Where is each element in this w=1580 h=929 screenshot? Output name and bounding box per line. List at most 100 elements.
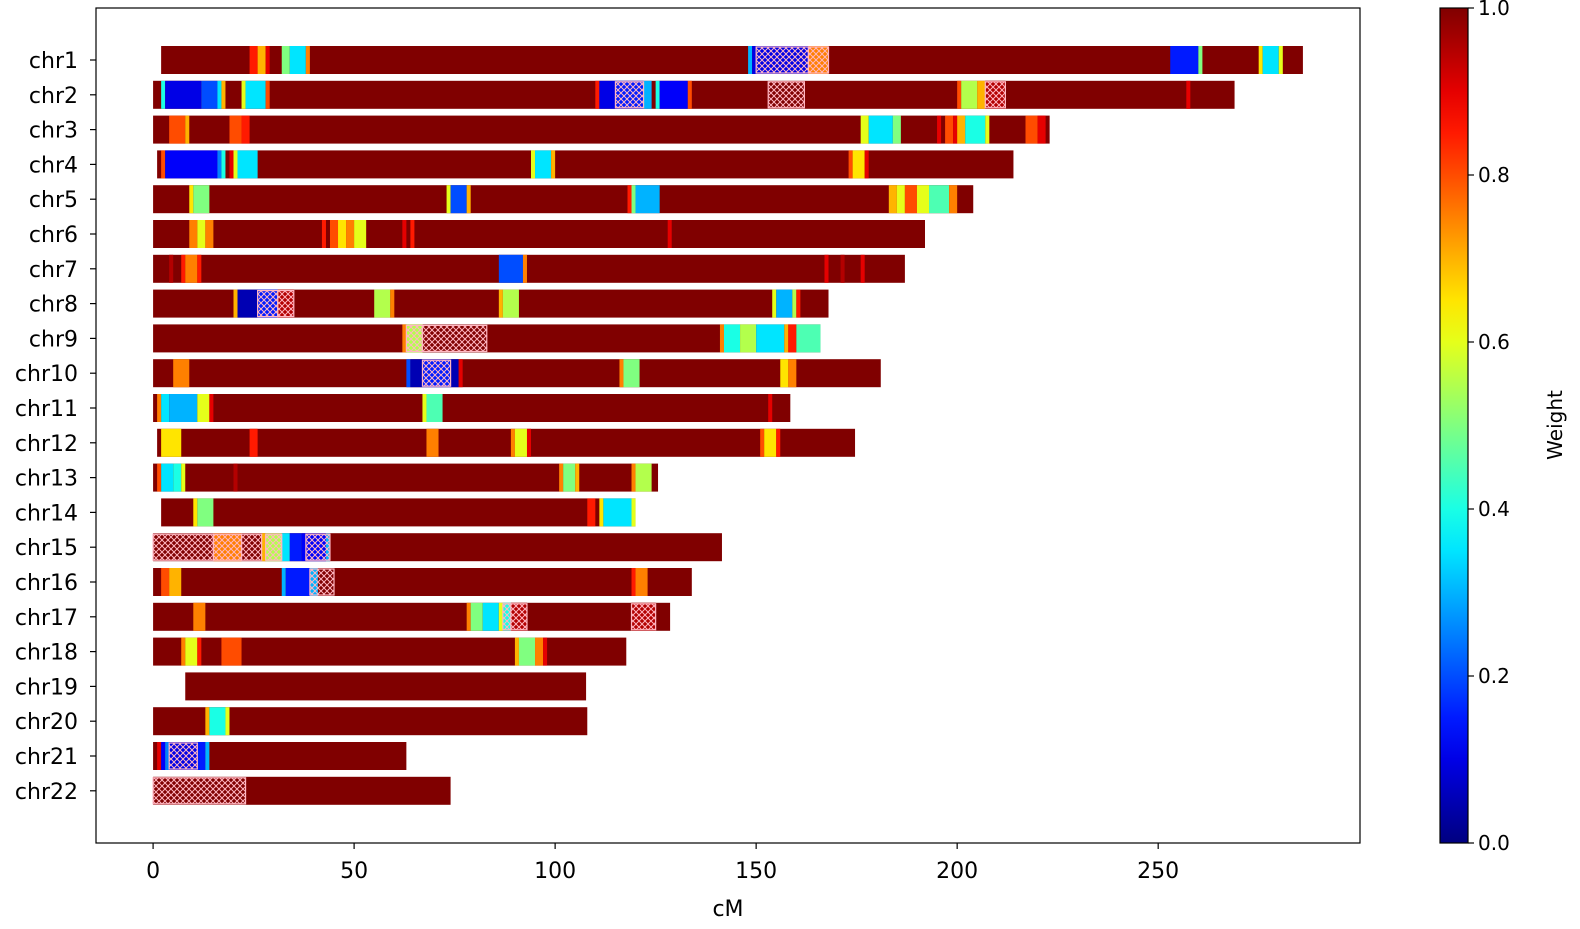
weight-segment	[535, 637, 544, 666]
hatched-region	[212, 533, 243, 561]
y-tick-label: chr13	[15, 467, 78, 492]
weight-segment	[217, 80, 222, 109]
weight-segment	[173, 359, 190, 388]
weight-segment	[241, 80, 246, 109]
weight-segment	[719, 324, 724, 353]
weight-segment	[768, 394, 773, 422]
weight-segment	[169, 254, 174, 283]
chromosome-chr14	[161, 498, 636, 527]
weight-segment	[185, 637, 198, 666]
weight-segment	[193, 185, 210, 214]
colorbar-tick-label: 0.0	[1478, 831, 1510, 855]
weight-segment	[510, 428, 515, 457]
weight-segment	[559, 463, 564, 492]
weight-segment	[551, 150, 556, 179]
weight-segment	[289, 46, 306, 74]
x-tick-label: 50	[340, 859, 368, 884]
weight-segment	[305, 46, 310, 74]
weight-segment	[201, 80, 218, 109]
chromosome-bar	[153, 568, 692, 596]
y-tick-label: chr4	[29, 153, 78, 178]
y-tick-label: chr10	[15, 362, 78, 387]
weight-segment	[635, 568, 648, 596]
weight-segment	[526, 428, 532, 457]
chromosome-chr1	[161, 46, 1303, 74]
weight-segment	[374, 289, 391, 318]
chromosome-bar	[153, 359, 881, 388]
weight-segment	[346, 220, 355, 248]
weight-segment	[169, 394, 198, 422]
weight-segment	[788, 359, 797, 388]
hatched-region	[421, 359, 452, 387]
y-tick-label: chr18	[15, 641, 78, 666]
weight-segment	[498, 602, 503, 631]
weight-segment	[659, 80, 688, 109]
weight-segment	[977, 80, 986, 109]
weight-segment	[953, 115, 958, 144]
weight-segment	[165, 150, 218, 179]
weight-segment	[161, 463, 174, 492]
weight-segment	[1198, 46, 1203, 74]
chromosome-chr21	[153, 742, 407, 770]
weight-segment	[217, 150, 222, 179]
y-tick-label: chr5	[29, 188, 78, 213]
weight-segment	[237, 150, 258, 179]
y-tick-label: chr16	[15, 571, 78, 596]
weight-segment	[631, 185, 636, 214]
hatched-region	[240, 533, 263, 561]
weight-segment	[860, 115, 869, 144]
weight-segment	[245, 80, 266, 109]
weight-segment	[796, 289, 801, 318]
colorbar-tick-label: 0.4	[1478, 497, 1510, 521]
weight-segment	[338, 220, 347, 248]
weight-segment	[764, 428, 777, 457]
weight-segment	[1278, 46, 1283, 74]
hatched-region	[152, 777, 247, 805]
y-tick-label: chr11	[15, 397, 78, 422]
colorbar-tick-label: 1.0	[1478, 0, 1510, 20]
colorbar-tick-label: 0.8	[1478, 163, 1510, 187]
weight-segment	[840, 254, 845, 283]
weight-segment	[752, 46, 757, 74]
chromosome-bar	[157, 150, 1014, 179]
weight-segment	[410, 220, 415, 248]
colorbar: 0.0 0.2 0.4 0.6 0.8 1.0 Weight	[1439, 0, 1567, 855]
weight-segment	[169, 115, 186, 144]
hatched-region	[168, 742, 198, 770]
weight-segment	[687, 80, 692, 109]
chromosome-chr13	[153, 463, 659, 492]
chromosome-bar	[157, 428, 856, 457]
chromosome-chr12	[157, 428, 856, 457]
weight-segment	[289, 533, 302, 562]
chromosome-bar	[153, 602, 671, 631]
weight-segment	[329, 220, 339, 248]
weight-segment	[221, 80, 226, 109]
x-axis: 0 50 100 150 200 250	[146, 843, 1179, 884]
chromosome-chr15	[152, 533, 722, 562]
x-tick-label: 100	[534, 859, 576, 884]
weight-segment	[635, 463, 652, 492]
weight-segment	[354, 220, 367, 248]
y-tick-label: chr2	[29, 84, 78, 109]
weight-segment	[426, 394, 443, 422]
weight-segment	[796, 324, 821, 353]
weight-segment	[265, 80, 270, 109]
weight-segment	[233, 150, 238, 179]
weight-segment	[189, 220, 198, 248]
weight-segment	[161, 568, 170, 596]
hatched-region	[405, 324, 424, 352]
y-tick-label: chr7	[29, 258, 78, 283]
weight-segment	[281, 46, 290, 74]
y-tick-label: chr17	[15, 606, 78, 631]
chromosome-chr18	[153, 637, 627, 666]
chromosome-chr5	[153, 185, 974, 214]
chromosome-chr17	[153, 602, 671, 631]
weight-segment	[784, 324, 789, 353]
x-tick-label: 250	[1137, 859, 1179, 884]
weight-segment	[892, 115, 901, 144]
weight-segment	[514, 428, 527, 457]
weight-segment	[792, 289, 797, 318]
weight-segment	[929, 185, 950, 214]
weight-segment	[321, 220, 326, 248]
chromosome-chr11	[153, 394, 791, 422]
